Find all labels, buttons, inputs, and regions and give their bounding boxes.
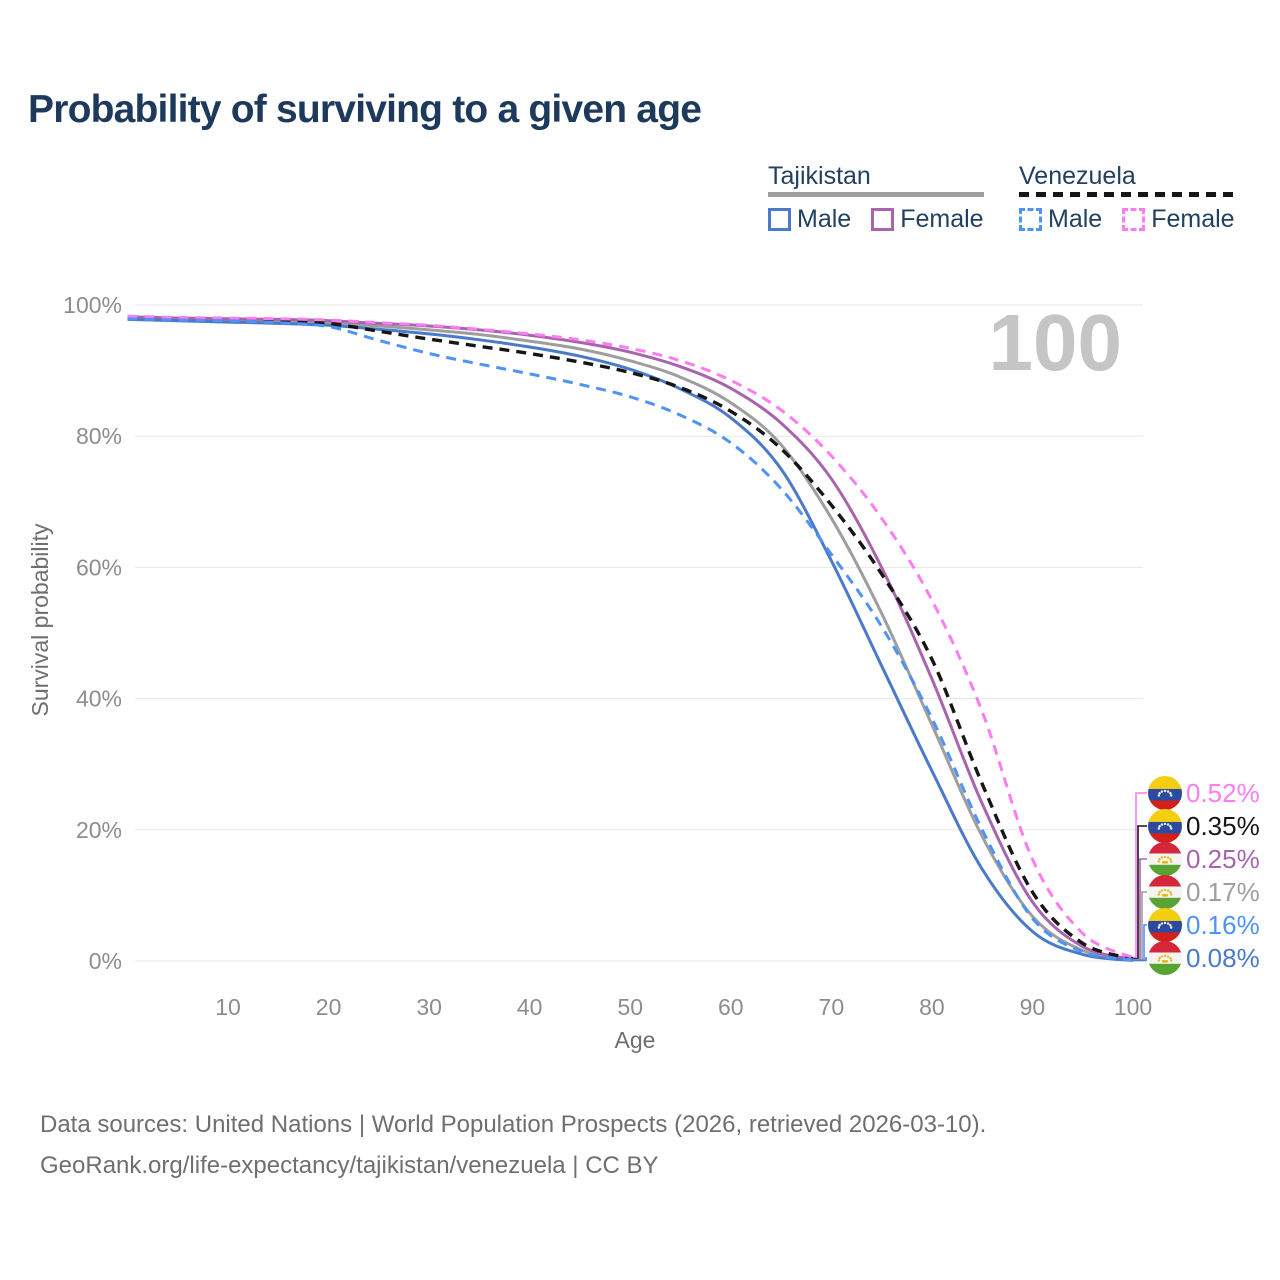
legend-item-label: Female [900, 205, 984, 233]
end-value-label: 0.52% [1186, 778, 1260, 808]
tajikistan-flag-icon [1148, 875, 1182, 909]
tajikistan-flag-icon [1148, 842, 1182, 876]
y-tick-label: 80% [76, 423, 122, 449]
tajikistan-line-style-sample [768, 192, 984, 197]
gridlines [135, 304, 1143, 962]
x-tick-label: 60 [718, 994, 744, 1020]
end-label-tajikistan-avg: 0.17% [1133, 875, 1260, 961]
end-value-label: 0.16% [1186, 910, 1260, 940]
age-100-watermark: 100 [989, 298, 1122, 387]
tajikistan-flag-icon [1148, 941, 1182, 975]
legend-country-venezuela: Venezuela [1019, 162, 1136, 190]
end-label-tajikistan-male: 0.08% [1133, 941, 1260, 975]
x-tick-label: 40 [517, 994, 543, 1020]
legend-item-label: Male [797, 205, 852, 233]
footer-attribution-link: GeoRank.org/life-expectancy/tajikistan/v… [40, 1152, 659, 1179]
end-label-connector [1133, 792, 1147, 959]
curve-tajikistan-avg [127, 316, 1134, 962]
y-tick-label: 0% [89, 948, 122, 974]
legend-item-tajikistan-male[interactable]: Male [768, 205, 851, 234]
page-title: Probability of surviving to a given age [28, 88, 702, 131]
curve-venezuela-male [127, 317, 1134, 962]
end-value-label: 0.35% [1186, 811, 1260, 841]
tajikistan-male-checkbox-icon[interactable] [768, 208, 791, 231]
curves [127, 314, 1134, 962]
legend-item-venezuela-female[interactable]: Female [1122, 205, 1235, 234]
y-tick-labels: 0% 20% 40% 60% 80% 100% [63, 292, 122, 974]
footer: Data sources: United Nations | World Pop… [40, 1104, 986, 1186]
y-tick-label: 100% [63, 292, 122, 318]
legend-group-tajikistan: Tajikistan Male Female [768, 163, 984, 234]
venezuela-flag-icon [1148, 809, 1182, 843]
x-tick-label: 10 [215, 994, 241, 1020]
legend-item-venezuela-male[interactable]: Male [1019, 205, 1102, 234]
x-tick-label: 80 [919, 994, 945, 1020]
end-label-connector [1133, 858, 1147, 961]
legend-item-label: Female [1151, 205, 1235, 233]
venezuela-flag-icon [1148, 776, 1182, 810]
venezuela-male-checkbox-icon[interactable] [1019, 208, 1042, 231]
curve-venezuela-female [127, 314, 1134, 959]
footer-data-sources: Data sources: United Nations | World Pop… [40, 1111, 987, 1138]
end-label-venezuela-avg: 0.35% [1133, 809, 1260, 960]
venezuela-flag-icon [1148, 908, 1182, 942]
x-axis-title: Age [615, 1027, 656, 1053]
end-label-venezuela-female: 0.52% [1133, 776, 1260, 959]
y-tick-label: 40% [76, 686, 122, 712]
x-tick-label: 70 [819, 994, 845, 1020]
y-tick-label: 60% [76, 554, 122, 580]
tajikistan-female-checkbox-icon[interactable] [871, 208, 895, 231]
curve-tajikistan-male [127, 317, 1134, 962]
end-labels: 0.52%0.35%0.25%0.17%0.16%0.08% [1133, 776, 1260, 975]
end-value-label: 0.25% [1186, 844, 1260, 874]
x-tick-label: 30 [416, 994, 442, 1020]
x-tick-labels: 10 20 30 40 50 60 70 80 90 100 [215, 994, 1152, 1020]
end-value-label: 0.17% [1186, 877, 1260, 907]
curve-venezuela-avg [127, 315, 1134, 961]
end-label-venezuela-male: 0.16% [1133, 908, 1260, 961]
venezuela-female-checkbox-icon[interactable] [1122, 208, 1146, 231]
end-value-label: 0.08% [1186, 943, 1260, 973]
x-tick-label: 20 [316, 994, 342, 1020]
legend-country-tajikistan: Tajikistan [768, 162, 871, 190]
legend-item-tajikistan-female[interactable]: Female [871, 205, 984, 234]
x-tick-label: 50 [617, 994, 643, 1020]
x-tick-label: 90 [1020, 994, 1046, 1020]
legend-group-venezuela: Venezuela Male Female [1019, 163, 1235, 234]
y-axis-title: Survival probability [27, 523, 53, 717]
end-label-connector [1133, 957, 1147, 962]
y-tick-label: 20% [76, 817, 122, 843]
curve-tajikistan-female [127, 315, 1134, 961]
venezuela-line-style-sample [1019, 192, 1235, 197]
legend-item-label: Male [1048, 205, 1103, 233]
x-tick-label: 100 [1114, 994, 1152, 1020]
